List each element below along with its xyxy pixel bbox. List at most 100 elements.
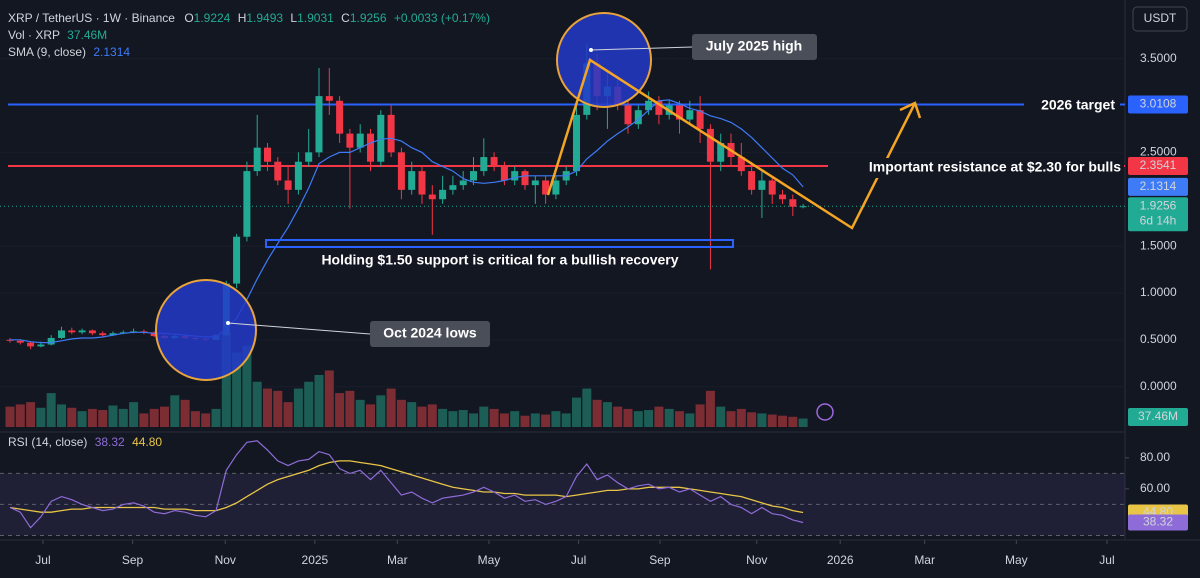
candle-body <box>768 180 776 195</box>
candle-body <box>16 340 24 343</box>
price-tag-label: 2.3541 <box>1140 158 1177 172</box>
annotation: Oct 2024 lows <box>383 325 477 341</box>
candle-body <box>737 157 745 172</box>
volume-bar <box>87 408 97 427</box>
volume-bar <box>458 410 468 427</box>
volume-bar <box>438 408 448 427</box>
candle-body <box>99 333 107 336</box>
price-tag <box>1128 95 1188 114</box>
x-tick-label: Jul <box>571 553 586 567</box>
callout-dot <box>589 48 593 52</box>
callout-line <box>227 322 371 335</box>
candle-body <box>37 344 45 347</box>
volume-bar <box>304 381 314 427</box>
label-bg <box>1024 96 1120 116</box>
volume-bar <box>77 411 87 427</box>
event-icon[interactable] <box>816 403 834 421</box>
annotation: 2026 target <box>1041 97 1115 113</box>
volume-bar <box>159 406 169 427</box>
candle-body <box>233 236 241 284</box>
candle-body <box>377 114 385 162</box>
high: 1.9493 <box>246 11 283 25</box>
price-tag <box>1128 197 1188 232</box>
symbol: XRP / TetherUS · 1W · Binance <box>8 11 175 25</box>
annotation: Holding $1.50 support is critical for a … <box>321 252 678 268</box>
candle-body <box>346 133 354 148</box>
label-bg <box>828 158 1124 178</box>
candle-body <box>470 171 478 181</box>
candle-body <box>27 342 35 347</box>
volume-bar <box>46 393 56 427</box>
x-tick-label: 2026 <box>827 553 854 567</box>
high-circle <box>556 12 652 108</box>
volume-bar <box>56 404 66 427</box>
support-zone <box>265 239 734 248</box>
volume-bar <box>139 413 149 427</box>
volume-tag <box>1128 408 1188 426</box>
candle-body <box>418 171 426 195</box>
volume-bar <box>36 407 46 427</box>
candle-body <box>428 194 436 200</box>
x-tick-label: Jul <box>35 553 50 567</box>
grid: 3.5000 2.5000 1.5000 1.0000 0.5000 0.0000 Jul S… <box>0 51 1177 567</box>
candle-body <box>336 100 344 134</box>
volume-bar <box>695 404 705 427</box>
price-tag-label: 2.1314 <box>1140 179 1177 193</box>
volume-bar <box>675 411 685 427</box>
candle-body <box>305 152 313 162</box>
volume-bar <box>355 399 365 427</box>
volume-bar <box>736 408 746 427</box>
candle-body <box>655 100 663 115</box>
candle-body <box>57 330 65 338</box>
volume-bar <box>252 381 262 427</box>
volume-bar <box>108 405 118 427</box>
volume-bar <box>335 393 345 427</box>
volume-bar <box>479 406 489 427</box>
volume-bar <box>232 352 242 427</box>
candle-body <box>573 114 581 172</box>
volume-bar <box>118 408 128 427</box>
candle-body <box>645 100 653 111</box>
rsi-value: 38.32 <box>95 435 125 449</box>
volume-bar <box>469 413 479 427</box>
volume-bar <box>644 410 654 427</box>
volume-name: Vol · XRP <box>8 28 60 42</box>
candle-body <box>717 142 725 162</box>
volume-bar <box>747 412 757 427</box>
y-tick-label: 1.0000 <box>1140 285 1177 299</box>
candle-body <box>263 147 271 162</box>
volume-bar <box>520 415 530 427</box>
candle-body <box>78 330 86 333</box>
y-tick-label: 2.5000 <box>1140 145 1177 159</box>
y-tick-label: 3.5000 <box>1140 51 1177 65</box>
volume-pane <box>5 332 808 427</box>
candle-body <box>315 96 323 153</box>
volume-bar <box>613 406 623 427</box>
volume-bar <box>602 402 612 427</box>
volume-bar <box>5 406 15 427</box>
rsi-tick-label: 60.00 <box>1140 481 1170 495</box>
y-tick-label: 1.5000 <box>1140 238 1177 252</box>
volume-bar <box>407 402 417 427</box>
currency[interactable]: USDT <box>1144 11 1177 25</box>
candle-body <box>789 199 797 207</box>
volume-bar <box>530 413 540 427</box>
volume-bar <box>262 388 272 427</box>
candle-body <box>500 166 508 181</box>
sma-value: 2.1314 <box>93 45 130 59</box>
volume-bar <box>510 411 520 427</box>
volume-bar <box>499 413 509 427</box>
sma-line <box>10 99 804 344</box>
candle-body <box>676 105 684 120</box>
currency-button[interactable] <box>1132 6 1188 32</box>
candle-body <box>799 206 807 208</box>
candle-body <box>367 133 375 162</box>
candle-body <box>6 339 14 341</box>
volume-bar <box>582 388 592 427</box>
candle-body <box>274 161 282 181</box>
countdown: 6d 14h <box>1140 213 1177 227</box>
volume-bar <box>396 399 406 427</box>
volume-bar <box>778 415 788 427</box>
volume-bar <box>366 404 376 427</box>
x-tick-label: 2025 <box>302 553 329 567</box>
